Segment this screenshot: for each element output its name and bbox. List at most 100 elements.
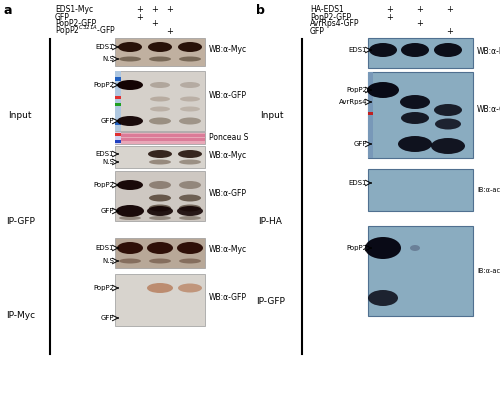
Text: IP-GFP: IP-GFP: [256, 297, 285, 305]
Ellipse shape: [434, 104, 462, 116]
Text: GFP: GFP: [100, 208, 114, 214]
Text: IB:α-acetyl-lysine: IB:α-acetyl-lysine: [477, 187, 500, 193]
Text: N.S: N.S: [102, 258, 114, 264]
Bar: [115, 122, 121, 125]
Ellipse shape: [369, 43, 397, 57]
Text: GFP: GFP: [100, 118, 114, 124]
Text: +: +: [136, 5, 143, 15]
Ellipse shape: [149, 181, 171, 189]
Text: WB:α-Myc: WB:α-Myc: [209, 45, 247, 54]
Text: WB:α-HA: WB:α-HA: [477, 47, 500, 55]
Bar: [115, 274, 205, 326]
Bar: [115, 132, 121, 144]
Ellipse shape: [149, 57, 171, 62]
Ellipse shape: [401, 43, 429, 57]
Ellipse shape: [150, 82, 170, 88]
Ellipse shape: [368, 290, 398, 306]
Text: GFP: GFP: [354, 141, 367, 147]
Ellipse shape: [179, 57, 201, 62]
Text: +: +: [136, 12, 143, 22]
Ellipse shape: [117, 80, 143, 90]
Ellipse shape: [117, 180, 143, 190]
Ellipse shape: [147, 283, 173, 293]
Bar: [368, 38, 473, 68]
Text: +: +: [152, 5, 158, 15]
Ellipse shape: [150, 106, 170, 111]
Ellipse shape: [365, 237, 401, 259]
Text: PopP2: PopP2: [346, 87, 367, 93]
Bar: [115, 146, 205, 168]
Text: EDS1: EDS1: [348, 47, 367, 53]
Ellipse shape: [179, 195, 201, 201]
Text: WB:α-Myc: WB:α-Myc: [209, 245, 247, 255]
Text: IP-Myc: IP-Myc: [6, 312, 35, 320]
Text: PopP2: PopP2: [93, 285, 114, 291]
Ellipse shape: [149, 258, 171, 263]
Bar: [115, 140, 121, 143]
Ellipse shape: [147, 206, 173, 216]
Text: N.S: N.S: [102, 159, 114, 165]
Text: GFP: GFP: [100, 315, 114, 321]
Ellipse shape: [179, 117, 201, 124]
Ellipse shape: [179, 159, 201, 164]
Ellipse shape: [179, 181, 201, 189]
Text: +: +: [152, 20, 158, 29]
Ellipse shape: [398, 136, 432, 152]
Ellipse shape: [149, 159, 171, 164]
Ellipse shape: [149, 205, 171, 211]
Text: +: +: [416, 5, 424, 15]
Ellipse shape: [147, 242, 173, 254]
Ellipse shape: [177, 206, 203, 216]
Text: AvrRps4: AvrRps4: [338, 99, 367, 105]
Text: WB:α-GFP: WB:α-GFP: [209, 92, 247, 101]
Bar: [115, 71, 121, 131]
Bar: [115, 38, 205, 66]
Text: PopP2-GFP: PopP2-GFP: [310, 12, 351, 22]
Text: EDS1: EDS1: [96, 151, 114, 157]
Ellipse shape: [179, 258, 201, 263]
Text: EDS1: EDS1: [96, 245, 114, 251]
Text: Ponceau S: Ponceau S: [209, 134, 248, 143]
Text: PopP2-GFP: PopP2-GFP: [55, 20, 96, 29]
Text: a: a: [4, 4, 12, 17]
Text: b: b: [256, 4, 265, 17]
Text: +: +: [446, 27, 454, 35]
Ellipse shape: [148, 42, 172, 52]
Text: HA-EDS1: HA-EDS1: [310, 5, 344, 15]
Ellipse shape: [177, 242, 203, 254]
Ellipse shape: [118, 42, 142, 52]
Text: +: +: [166, 5, 173, 15]
Ellipse shape: [119, 258, 141, 263]
Ellipse shape: [149, 195, 171, 201]
Ellipse shape: [179, 205, 201, 211]
Ellipse shape: [116, 205, 144, 217]
Bar: [115, 103, 121, 106]
Text: N.S: N.S: [102, 56, 114, 62]
Text: WB:α-Myc: WB:α-Myc: [209, 151, 247, 159]
Text: Input: Input: [8, 111, 32, 121]
Bar: [121, 138, 205, 141]
Text: GFP: GFP: [310, 27, 325, 35]
Ellipse shape: [401, 112, 429, 124]
Text: EDS1-Myc: EDS1-Myc: [55, 5, 93, 15]
Bar: [115, 132, 205, 144]
Ellipse shape: [410, 245, 420, 251]
Ellipse shape: [117, 242, 143, 254]
Ellipse shape: [435, 119, 461, 129]
Text: IP-GFP: IP-GFP: [6, 216, 35, 225]
Ellipse shape: [178, 42, 202, 52]
Bar: [115, 171, 205, 221]
Ellipse shape: [180, 97, 200, 102]
Text: Input: Input: [260, 111, 283, 121]
Text: EDS1: EDS1: [96, 44, 114, 50]
Text: WB:α-GFP: WB:α-GFP: [477, 106, 500, 114]
Text: +: +: [386, 5, 394, 15]
Ellipse shape: [178, 283, 202, 292]
Text: GFP: GFP: [55, 12, 70, 22]
Bar: [115, 133, 121, 136]
Text: PopP2: PopP2: [93, 82, 114, 88]
Ellipse shape: [119, 216, 141, 220]
Ellipse shape: [119, 57, 141, 62]
Ellipse shape: [434, 43, 462, 57]
Ellipse shape: [178, 150, 202, 158]
